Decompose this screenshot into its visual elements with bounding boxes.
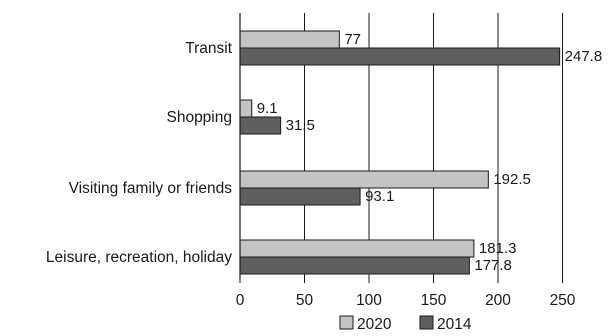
value-label-2014-0: 247.8: [565, 48, 603, 65]
bar-2020-1: [239, 99, 253, 118]
x-tick-200: 200: [485, 292, 511, 309]
bar-2014-3: [239, 256, 470, 275]
bars: [239, 13, 563, 283]
value-label-2020-3: 181.3: [479, 240, 517, 257]
x-tick-0: 0: [236, 292, 245, 309]
bar-2014-1: [239, 116, 282, 135]
category-label-1: Shopping: [166, 109, 232, 126]
category-label-2: Visiting family or friends: [69, 180, 233, 197]
bar-2020-2: [239, 170, 489, 189]
value-label-2014-3: 177.8: [474, 257, 512, 274]
bar-2014-2: [239, 187, 361, 206]
bar-2014-0: [239, 47, 561, 66]
bar-2020-0: [239, 30, 340, 49]
category-label-0: Transit: [185, 40, 232, 57]
legend-label-2014: 2014: [437, 316, 472, 333]
bar-2020-3: [239, 239, 475, 258]
category-labels: Transit Shopping Visiting family or friend…: [46, 40, 233, 266]
value-label-2020-0: 77: [344, 31, 361, 48]
value-label-2014-1: 31.5: [286, 117, 315, 134]
legend: 2020 2014: [339, 315, 472, 333]
value-label-2014-2: 93.1: [365, 188, 394, 205]
legend-swatch-2014: [419, 315, 434, 330]
value-label-2020-2: 192.5: [493, 171, 531, 188]
value-label-2020-1: 9.1: [257, 100, 278, 117]
x-tick-100: 100: [356, 292, 382, 309]
category-label-3: Leisure, recreation, holiday: [46, 249, 232, 266]
x-tick-150: 150: [421, 292, 447, 309]
legend-swatch-2020: [339, 315, 354, 330]
legend-label-2020: 2020: [357, 316, 392, 333]
x-tick-250: 250: [550, 292, 576, 309]
x-tick-labels: 0 50 100 150 200 250: [236, 292, 576, 309]
x-tick-50: 50: [296, 292, 314, 309]
